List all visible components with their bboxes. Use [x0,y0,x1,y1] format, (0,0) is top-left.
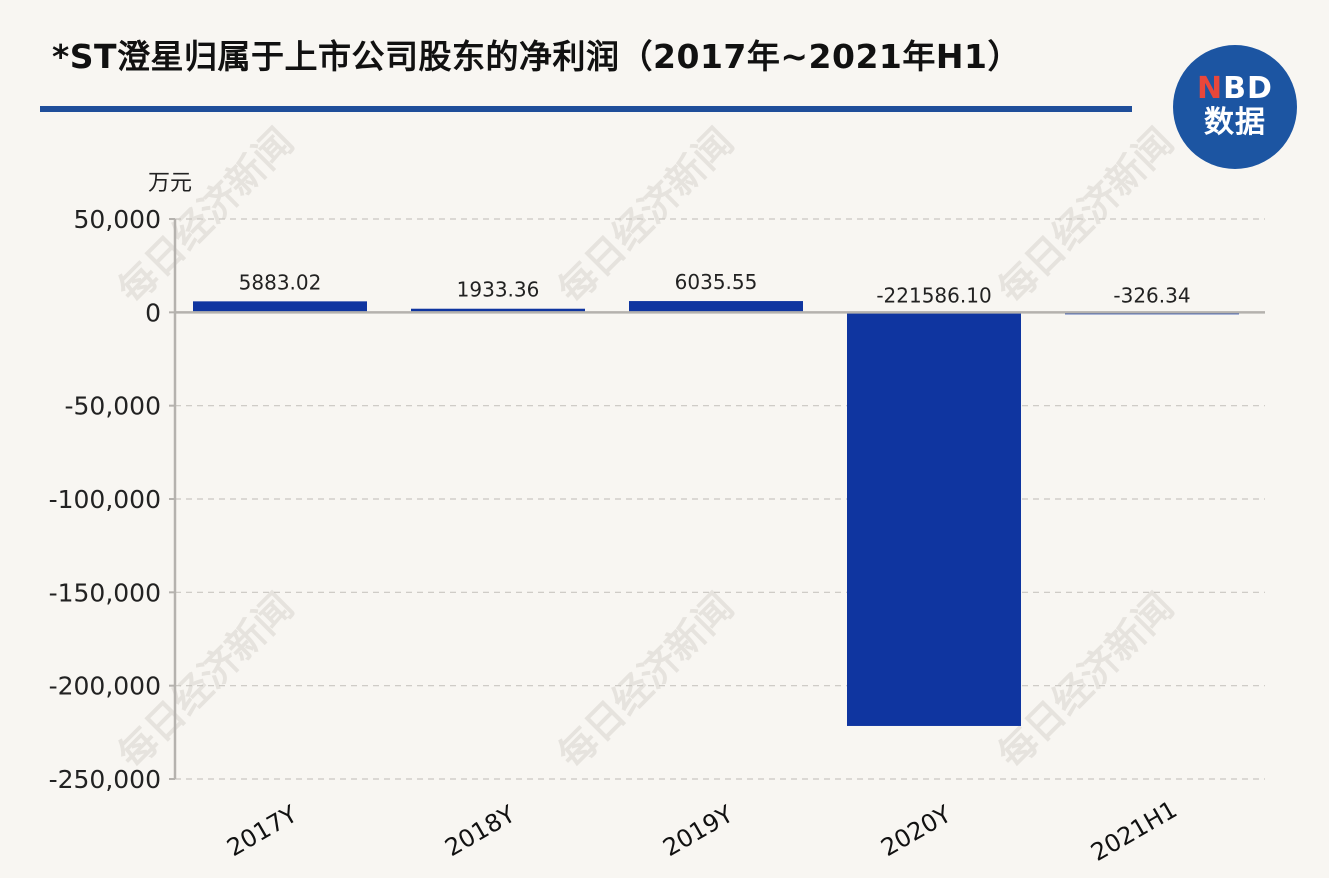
gridlines [175,218,1265,780]
category-label: 2019Y [658,800,738,862]
bar-2020y [847,312,1021,726]
logo-bottom-text: 数据 [1204,105,1266,140]
data-label: -221586.10 [876,283,991,307]
y-tick-label: -100,000 [49,485,161,514]
bars [193,301,1239,726]
data-label: 6035.55 [675,270,758,294]
y-tick-label: 0 [145,298,161,327]
data-label: -326.34 [1113,283,1190,307]
category-label: 2020Y [876,800,956,862]
y-tick-label: 50,000 [74,205,161,234]
bar-2018y [411,308,585,313]
y-tick-label: -150,000 [49,578,161,607]
bar-2017y [193,301,367,313]
data-label: 5883.02 [239,270,322,294]
labels: 5883.02 2017Y 1933.36 2018Y 6035.55 2019Y -221… [222,270,1190,867]
category-label: 2021H1 [1086,795,1182,866]
chart-title: *ST澄星归属于上市公司股东的净利润（2017年~2021年H1） [52,37,1021,76]
nbd-data-logo: NBD 数据 [1173,45,1297,169]
data-label: 1933.36 [457,278,540,302]
y-unit-label: 万元 [148,171,192,196]
y-tick-label: -50,000 [65,392,162,421]
y-tick-label: -200,000 [49,672,161,701]
watermark-text: 每日经济新闻 [549,584,742,777]
logo-top-text: NBD [1197,71,1273,106]
title-underline [40,106,1132,112]
axes: 50,000 0 -50,000 -100,000 -150,000 -200,000 -2… [49,171,1265,794]
category-label: 2018Y [440,800,520,862]
y-tick-label: -250,000 [49,765,161,794]
category-label: 2017Y [222,800,302,862]
bar-2019y [629,301,803,313]
